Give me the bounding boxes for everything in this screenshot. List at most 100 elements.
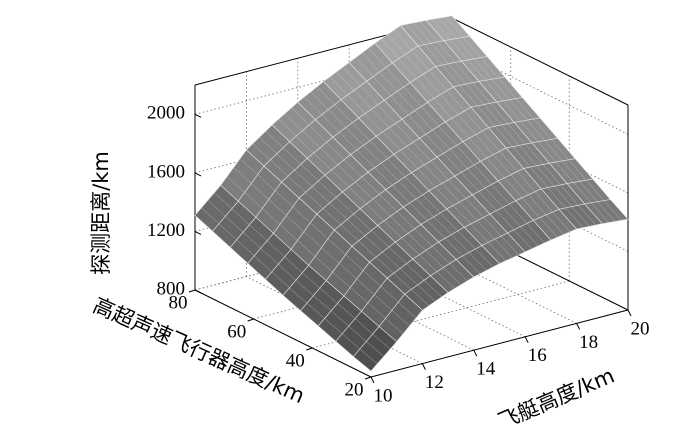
surface-texture-line bbox=[236, 239, 255, 257]
surface-mesh bbox=[194, 15, 629, 372]
y-tick-mark bbox=[306, 347, 313, 351]
surface-texture-line bbox=[551, 139, 569, 160]
surface-texture-line bbox=[381, 38, 400, 59]
x-tick-label: 16 bbox=[528, 345, 547, 366]
surface-texture-line bbox=[472, 82, 491, 104]
surface-texture-line bbox=[485, 187, 503, 208]
surface-texture-line bbox=[433, 216, 452, 235]
x-tick-mark bbox=[627, 309, 632, 317]
surface-texture-line bbox=[424, 164, 443, 184]
surface-texture-line bbox=[432, 129, 451, 150]
surface-texture-line bbox=[266, 240, 285, 257]
surface-texture-line bbox=[485, 80, 504, 101]
surface-texture-line bbox=[398, 180, 417, 200]
surface-texture-line bbox=[294, 170, 313, 187]
surface-texture-line bbox=[590, 202, 609, 223]
surface-texture-line bbox=[509, 99, 528, 121]
surface-texture-line bbox=[383, 220, 402, 238]
surface-texture-line bbox=[321, 247, 340, 264]
surface-texture-line bbox=[260, 248, 279, 265]
surface-texture-line bbox=[375, 256, 394, 274]
surface-texture-line bbox=[417, 168, 436, 188]
surface-texture-line bbox=[482, 130, 500, 152]
surface-texture-line bbox=[534, 191, 553, 213]
surface-texture-line bbox=[513, 229, 532, 250]
surface-texture-line bbox=[336, 71, 355, 91]
surface-texture-line bbox=[438, 17, 457, 39]
x-tick-label: 14 bbox=[476, 359, 496, 380]
surface-texture-line bbox=[473, 164, 492, 185]
surface-texture-line bbox=[408, 114, 427, 135]
surface-texture-line bbox=[448, 63, 467, 85]
surface-texture-line bbox=[254, 255, 272, 273]
surface-texture-line bbox=[407, 233, 426, 251]
surface-texture-line bbox=[342, 67, 361, 87]
surface-texture-line bbox=[257, 174, 276, 191]
surface-texture-line bbox=[565, 207, 584, 228]
grid-line bbox=[451, 46, 629, 135]
surface-texture-line bbox=[233, 167, 252, 184]
surface-texture-line bbox=[355, 181, 374, 200]
surface-texture-line bbox=[324, 318, 343, 334]
surface-texture-line bbox=[429, 70, 448, 91]
surface-texture-line bbox=[450, 39, 469, 61]
surface-texture-line bbox=[435, 186, 454, 206]
surface-texture-line bbox=[425, 250, 444, 268]
surface-texture-line bbox=[454, 62, 473, 84]
surface-texture-line bbox=[459, 201, 478, 221]
surface-texture-line bbox=[413, 22, 432, 44]
y-tick-mark bbox=[364, 376, 372, 380]
surface-texture-line bbox=[417, 284, 436, 302]
surface-texture-line bbox=[399, 268, 418, 286]
surface-texture-line bbox=[452, 205, 471, 225]
surface-texture-line bbox=[337, 303, 356, 319]
surface-texture-line bbox=[278, 264, 297, 281]
surface-texture-line bbox=[494, 239, 513, 258]
surface-texture-line bbox=[467, 168, 486, 189]
surface-texture-line bbox=[358, 240, 377, 258]
surface-texture-line bbox=[451, 118, 470, 139]
surface-texture-line bbox=[329, 202, 348, 220]
surface-texture-line bbox=[406, 263, 425, 281]
z-tick-label: 1200 bbox=[147, 220, 185, 241]
surface-texture-line bbox=[573, 182, 592, 204]
surface-texture-line bbox=[501, 124, 520, 146]
surface-texture-line bbox=[457, 230, 476, 250]
surface-texture-line bbox=[368, 47, 387, 68]
surface-texture-line bbox=[571, 206, 590, 227]
x-tick-label: 18 bbox=[579, 332, 598, 353]
surface-texture-line bbox=[286, 215, 305, 232]
surface-texture-line bbox=[475, 248, 494, 268]
tick-label-layer: 800 1200 1600 2000 20 40 60 80 10 12 14 16 18 20 bbox=[147, 103, 650, 407]
surface-texture-line bbox=[403, 86, 422, 107]
surface-texture-line bbox=[443, 153, 462, 173]
x-tick-label: 10 bbox=[374, 385, 393, 406]
surface-texture-line bbox=[359, 348, 378, 364]
surface-texture-line bbox=[468, 252, 487, 271]
surface-texture-line bbox=[306, 303, 325, 319]
surface-texture-line bbox=[603, 200, 622, 221]
surface-texture-line bbox=[538, 141, 557, 163]
surface-texture-line bbox=[483, 104, 502, 126]
y-tick-label: 80 bbox=[169, 292, 188, 313]
surface-texture-line bbox=[304, 96, 322, 115]
surface-texture-line bbox=[597, 201, 616, 222]
surface-texture-line bbox=[390, 95, 409, 116]
z-tick-mark bbox=[194, 113, 202, 118]
y-tick-mark bbox=[247, 318, 254, 322]
surface-texture-line bbox=[436, 271, 455, 289]
surface-texture-line bbox=[339, 132, 358, 151]
surface-texture-line bbox=[330, 310, 349, 327]
surface-texture-line bbox=[295, 280, 314, 296]
surface-texture-line bbox=[364, 113, 383, 133]
surface-texture-line bbox=[441, 183, 460, 203]
grid-line bbox=[400, 236, 577, 324]
z-tick-mark bbox=[194, 172, 202, 177]
surface-texture-line bbox=[289, 287, 308, 304]
surface-texture-line bbox=[270, 159, 289, 177]
surface-texture-line bbox=[278, 119, 297, 137]
surface-texture-line bbox=[440, 94, 459, 115]
surface-texture-line bbox=[477, 220, 495, 240]
surface-texture-line bbox=[259, 137, 278, 154]
z-tick-mark bbox=[194, 289, 202, 294]
